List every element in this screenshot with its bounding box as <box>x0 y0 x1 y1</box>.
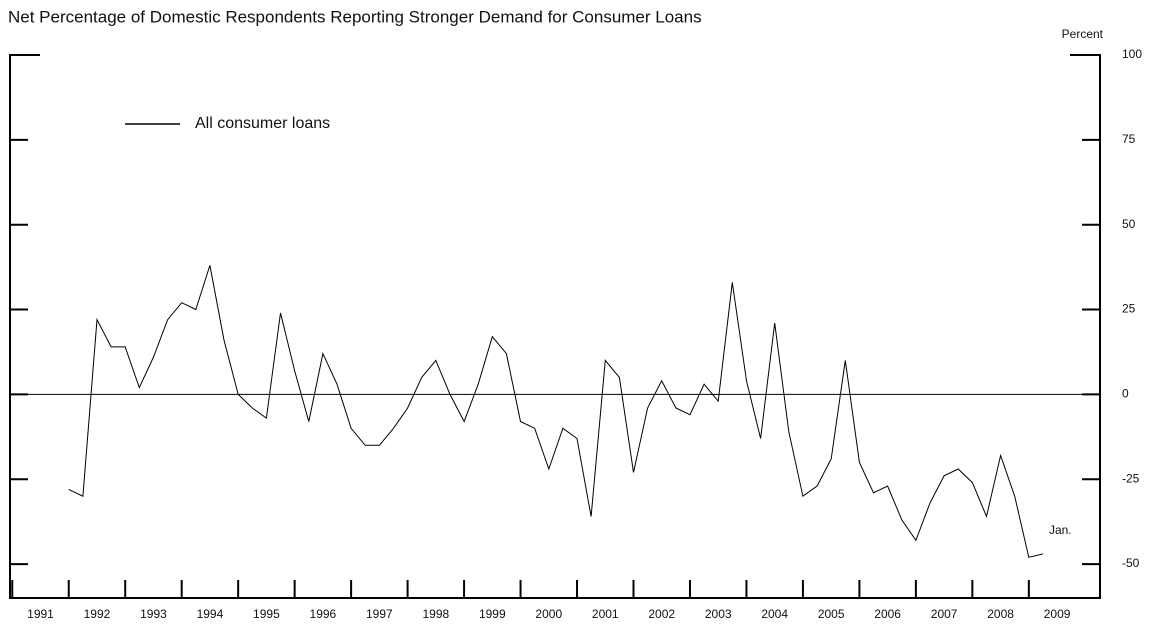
x-tick-label: 2006 <box>874 607 901 621</box>
series-line <box>68 265 1044 558</box>
y-axis-label: Percent <box>1062 27 1104 41</box>
legend-label: All consumer loans <box>195 115 330 132</box>
x-tick-label: 1994 <box>197 607 224 621</box>
x-tick-label: 2008 <box>987 607 1014 621</box>
x-tick-label: 1991 <box>27 607 54 621</box>
x-tick-label: 1998 <box>422 607 449 621</box>
x-tick-label: 2007 <box>931 607 958 621</box>
x-tick-label: 1992 <box>84 607 111 621</box>
annotation: Jan. <box>1049 523 1072 537</box>
y-tick-label: 100 <box>1122 47 1142 61</box>
x-tick-label: 2001 <box>592 607 619 621</box>
x-tick-label: 1997 <box>366 607 393 621</box>
x-tick-label: 2002 <box>648 607 675 621</box>
y-tick-label: -50 <box>1122 556 1140 570</box>
x-tick-label: 1995 <box>253 607 280 621</box>
chart-title: Net Percentage of Domestic Respondents R… <box>8 7 702 26</box>
y-tick-label: 75 <box>1122 132 1136 146</box>
x-tick-label: 1993 <box>140 607 167 621</box>
frame <box>9 54 1101 599</box>
x-tick-label: 2009 <box>1044 607 1071 621</box>
x-tick-label: 2005 <box>818 607 845 621</box>
x-tick-label: 1996 <box>310 607 337 621</box>
x-tick-label: 1999 <box>479 607 506 621</box>
y-tick-label: 50 <box>1122 217 1136 231</box>
y-tick-label: 25 <box>1122 302 1136 316</box>
y-tick-label: 0 <box>1122 387 1129 401</box>
x-tick-label: 2003 <box>705 607 732 621</box>
x-tick-label: 2004 <box>761 607 788 621</box>
x-tick-label: 2000 <box>535 607 562 621</box>
y-tick-label: -25 <box>1122 471 1140 485</box>
